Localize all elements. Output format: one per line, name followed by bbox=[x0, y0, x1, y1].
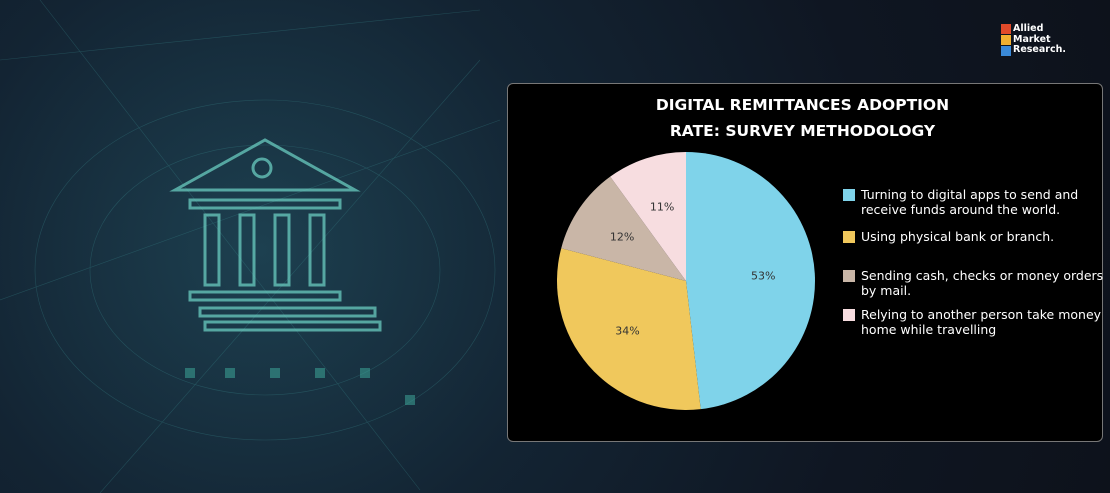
pie-slice bbox=[610, 152, 686, 281]
logo-line: Allied bbox=[1013, 23, 1044, 34]
chart-title: DIGITAL REMITTANCES ADOPTION RATE: SURVE… bbox=[655, 96, 950, 140]
legend-swatch bbox=[843, 270, 855, 282]
legend-swatch bbox=[843, 309, 855, 321]
logo: Allied Market Research. bbox=[1013, 23, 1066, 56]
logo-mark bbox=[1001, 24, 1011, 56]
legend-entry: Relying to another person take money hom… bbox=[843, 307, 1105, 337]
legend-swatch bbox=[843, 189, 855, 201]
legend-label: Turning to digital apps to send and rece… bbox=[861, 187, 1079, 217]
legend-entry: Using physical bank or branch. bbox=[843, 229, 1105, 244]
legend-entry: Turning to digital apps to send and rece… bbox=[843, 187, 1105, 217]
data-label: 11% bbox=[650, 200, 674, 213]
data-label: 34% bbox=[615, 325, 639, 338]
legend-swatch bbox=[843, 231, 855, 243]
pie-slice bbox=[686, 152, 816, 410]
pie-slice bbox=[561, 176, 686, 281]
legend-entry: Sending cash, checks or money orders by … bbox=[843, 268, 1105, 298]
legend-label: Relying to another person take money hom… bbox=[861, 307, 1102, 337]
logo-line: Market bbox=[1013, 33, 1051, 45]
data-label: 12% bbox=[610, 230, 634, 243]
legend-label: Using physical bank or branch. bbox=[861, 229, 1055, 244]
pie-slice bbox=[557, 248, 701, 411]
legend-label: Sending cash, checks or money orders by … bbox=[861, 268, 1104, 298]
data-label: 53% bbox=[751, 270, 775, 283]
logo-line: Research. bbox=[1013, 44, 1066, 55]
